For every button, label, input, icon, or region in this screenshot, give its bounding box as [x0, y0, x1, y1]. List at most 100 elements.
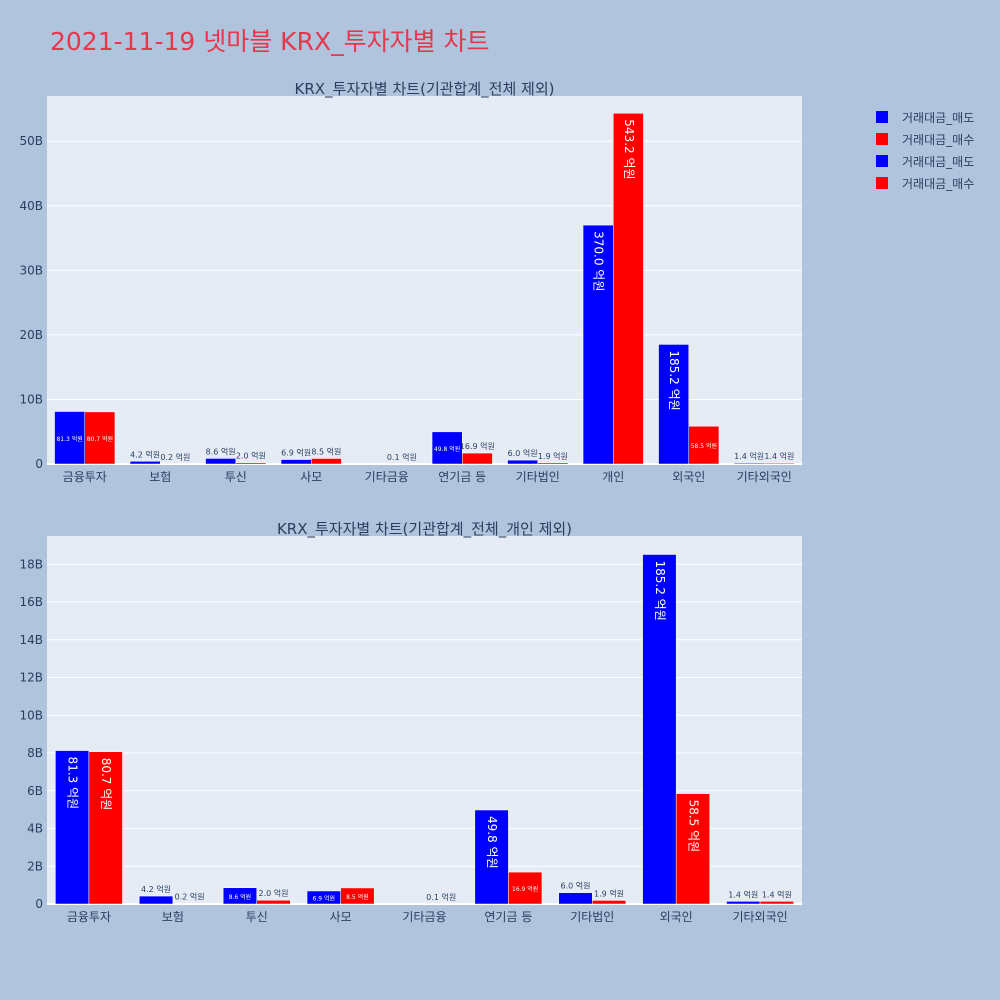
data-label: 1.9 억원 [594, 888, 624, 898]
bar [474, 809, 509, 905]
bar [726, 901, 761, 905]
bar [508, 871, 543, 905]
bar [431, 431, 463, 465]
bar [84, 411, 116, 465]
data-label: 81.3 억원 [56, 435, 82, 443]
legend-swatch [876, 111, 888, 123]
legend-label: 거래대금_매수 [902, 176, 975, 191]
x-tick-label: 개인 [602, 470, 624, 484]
x-tick-label: 기타금융 [402, 910, 446, 924]
data-label: 1.4 억원 [762, 889, 792, 899]
data-label: 2.0 억원 [236, 451, 266, 461]
x-tick-label: 기타외국인 [732, 910, 787, 924]
x-tick-label: 금융투자 [67, 910, 111, 924]
x-tick-label: 투신 [225, 470, 247, 484]
data-label: 185.2 억원 [667, 350, 681, 410]
data-label: 4.2 억원 [141, 884, 171, 894]
y-tick-label: 30B [19, 263, 43, 277]
y-tick-label: 20B [19, 328, 43, 342]
data-label: 6.0 억원 [508, 448, 538, 458]
bar [759, 901, 794, 905]
x-tick-label: 기타법인 [570, 910, 614, 924]
data-label: 49.8 억원 [434, 445, 460, 453]
data-label: 4.2 억원 [130, 449, 160, 459]
bar [139, 895, 174, 905]
y-tick-label: 14B [19, 633, 43, 647]
data-label: 81.3 억원 [66, 757, 80, 810]
page-title: 2021-11-19 넷마블 KRX_투자자별 차트 [50, 27, 490, 56]
y-tick-label: 10B [19, 708, 43, 722]
bar [462, 452, 493, 465]
y-tick-label: 2B [27, 859, 43, 873]
data-label: 2.0 억원 [259, 888, 289, 898]
data-label: 16.9 억원 [460, 441, 495, 451]
x-tick-label: 연기금 등 [438, 470, 486, 484]
bar [582, 224, 614, 465]
legend-swatch [876, 177, 888, 189]
x-tick-label: 사모 [300, 470, 322, 484]
chart-bottom: 0 2B 4B 6B 8B 10B 12B 14B 16B 18B KRX_투자자별 차트(기관합계… [19, 520, 802, 924]
data-label: 0.1 억원 [387, 452, 417, 462]
data-label: 185.2 억원 [653, 560, 667, 620]
bar [658, 344, 689, 465]
data-label: 1.9 억원 [538, 451, 568, 461]
y-tick-label: 6B [27, 784, 43, 798]
data-label: 6.9 억원 [281, 448, 311, 458]
y-tick-label: 40B [19, 199, 43, 213]
legend-item[interactable]: 거래대금_매수 [876, 128, 974, 150]
bar [733, 462, 765, 465]
x-tick-label: 사모 [330, 910, 352, 924]
legend-swatch [876, 155, 888, 167]
x-tick-label: 기타법인 [516, 470, 560, 484]
bar [340, 887, 375, 905]
bar [88, 751, 123, 905]
bar [764, 462, 795, 465]
data-label: 8.5 억원 [311, 447, 341, 457]
y-tick-label: 8B [27, 746, 43, 760]
y-tick-label: 16B [19, 595, 43, 609]
data-label: 49.8 억원 [485, 816, 499, 869]
legend-item[interactable]: 거래대금_매도 [876, 150, 974, 172]
bar [558, 892, 593, 905]
y-tick-label: 0 [35, 457, 43, 471]
y-tick-label: 4B [27, 822, 43, 836]
legend-item[interactable]: 거래대금_매수 [876, 172, 974, 194]
bar [222, 887, 257, 905]
y-tick-label: 50B [19, 134, 43, 148]
data-label: 8.5 억원 [346, 893, 369, 901]
bar [675, 793, 710, 905]
data-label: 0.1 억원 [426, 892, 456, 902]
legend-item[interactable]: 거래대금_매도 [876, 106, 974, 128]
data-label: 58.5 억원 [691, 442, 717, 450]
bar [642, 554, 677, 905]
x-tick-label: 연기금 등 [484, 910, 532, 924]
bar [235, 462, 267, 465]
legend-label: 거래대금_매도 [902, 110, 975, 125]
data-label: 58.5 억원 [686, 800, 700, 853]
y-tick-label: 12B [19, 671, 43, 685]
bar [613, 113, 644, 465]
data-label: 0.2 억원 [175, 892, 205, 902]
chart-title: KRX_투자자별 차트(기관합계_전체 제외) [295, 80, 555, 99]
data-label: 1.4 억원 [728, 889, 758, 899]
bar [592, 900, 627, 905]
x-tick-label: 보험 [162, 910, 184, 924]
legend: 거래대금_매도 거래대금_매수 거래대금_매도 거래대금_매수 [876, 106, 974, 194]
bar [311, 458, 342, 465]
bar [129, 461, 161, 465]
x-tick-label: 기타금융 [365, 470, 409, 484]
legend-swatch [876, 133, 888, 145]
x-tick-label: 기타외국인 [737, 470, 792, 484]
legend-label: 거래대금_매수 [902, 132, 975, 147]
data-label: 370.0 억원 [592, 231, 606, 291]
legend-label: 거래대금_매도 [902, 154, 975, 169]
chart-top: 0 10B 20B 30B 40B 50B KRX_투자자별 차트(기관합계_전체 제외) 금… [19, 80, 802, 484]
data-label: 6.0 억원 [561, 881, 591, 891]
y-tick-label: 10B [19, 392, 43, 406]
bar [205, 458, 237, 465]
x-tick-label: 금융투자 [63, 470, 107, 484]
data-label: 16.9 억원 [512, 885, 538, 893]
bar [507, 459, 538, 465]
data-label: 543.2 억원 [622, 119, 636, 179]
bar [537, 462, 569, 465]
